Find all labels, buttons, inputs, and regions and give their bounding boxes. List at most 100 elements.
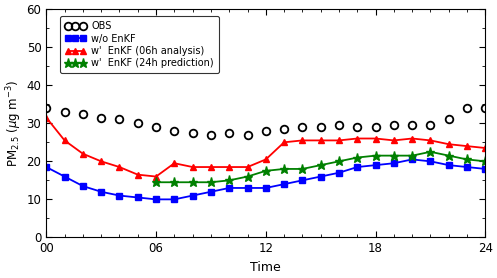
OBS [318, 125, 324, 129]
w'  EnKF (06h analysis) [153, 175, 159, 178]
w'  EnKF (24h prediction) [281, 167, 287, 171]
w'  EnKF (06h analysis) [318, 139, 324, 142]
w/o EnKF [135, 196, 141, 199]
w'  EnKF (24h prediction) [409, 154, 415, 157]
w/o EnKF [62, 175, 68, 178]
OBS [281, 127, 287, 131]
w'  EnKF (06h analysis) [427, 139, 433, 142]
OBS [427, 123, 433, 127]
OBS [226, 131, 232, 135]
w'  EnKF (06h analysis) [281, 141, 287, 144]
w'  EnKF (24h prediction) [245, 175, 250, 178]
w/o EnKF [281, 182, 287, 186]
OBS [62, 110, 68, 113]
Line: w/o EnKF: w/o EnKF [43, 156, 489, 202]
w'  EnKF (06h analysis) [171, 162, 177, 165]
w'  EnKF (06h analysis) [208, 165, 214, 169]
w/o EnKF [318, 175, 324, 178]
w'  EnKF (06h analysis) [391, 139, 397, 142]
OBS [464, 106, 470, 110]
w/o EnKF [373, 163, 379, 167]
w'  EnKF (24h prediction) [299, 167, 305, 171]
w'  EnKF (24h prediction) [336, 160, 342, 163]
X-axis label: Time: Time [250, 261, 281, 274]
w/o EnKF [171, 198, 177, 201]
Legend: OBS, w/o EnKF, w'  EnKF (06h analysis), w'  EnKF (24h prediction): OBS, w/o EnKF, w' EnKF (06h analysis), w… [60, 16, 219, 73]
w'  EnKF (06h analysis) [354, 137, 360, 140]
w'  EnKF (06h analysis) [373, 137, 379, 140]
w'  EnKF (24h prediction) [427, 150, 433, 153]
Line: OBS: OBS [42, 104, 489, 138]
w'  EnKF (24h prediction) [391, 154, 397, 157]
w'  EnKF (06h analysis) [263, 158, 269, 161]
w/o EnKF [391, 162, 397, 165]
w/o EnKF [245, 186, 250, 190]
Y-axis label: PM$_{2.5}$ ($\mu$g m$^{-3}$): PM$_{2.5}$ ($\mu$g m$^{-3}$) [4, 80, 24, 167]
OBS [245, 133, 250, 136]
Line: w'  EnKF (24h prediction): w' EnKF (24h prediction) [152, 147, 490, 187]
w'  EnKF (24h prediction) [263, 169, 269, 173]
w/o EnKF [43, 165, 49, 169]
w/o EnKF [263, 186, 269, 190]
w'  EnKF (24h prediction) [153, 181, 159, 184]
OBS [171, 129, 177, 133]
OBS [43, 106, 49, 110]
OBS [299, 125, 305, 129]
w/o EnKF [190, 194, 196, 197]
w'  EnKF (24h prediction) [318, 163, 324, 167]
w'  EnKF (06h analysis) [483, 146, 489, 150]
w'  EnKF (06h analysis) [299, 139, 305, 142]
w'  EnKF (06h analysis) [226, 165, 232, 169]
w/o EnKF [80, 184, 86, 188]
w/o EnKF [336, 171, 342, 174]
w/o EnKF [446, 163, 452, 167]
w'  EnKF (06h analysis) [336, 139, 342, 142]
w'  EnKF (24h prediction) [190, 181, 196, 184]
w/o EnKF [153, 198, 159, 201]
OBS [373, 125, 379, 129]
OBS [116, 118, 122, 121]
w/o EnKF [483, 167, 489, 171]
w'  EnKF (06h analysis) [446, 143, 452, 146]
w'  EnKF (06h analysis) [80, 152, 86, 155]
w'  EnKF (24h prediction) [226, 179, 232, 182]
w/o EnKF [427, 160, 433, 163]
w/o EnKF [226, 186, 232, 190]
w'  EnKF (06h analysis) [62, 139, 68, 142]
OBS [446, 118, 452, 121]
w'  EnKF (24h prediction) [208, 181, 214, 184]
w/o EnKF [299, 179, 305, 182]
OBS [190, 131, 196, 135]
OBS [80, 112, 86, 115]
w'  EnKF (06h analysis) [464, 145, 470, 148]
w'  EnKF (06h analysis) [43, 116, 49, 119]
Line: w'  EnKF (06h analysis): w' EnKF (06h analysis) [43, 115, 489, 180]
w/o EnKF [354, 165, 360, 169]
OBS [483, 106, 489, 110]
w'  EnKF (24h prediction) [373, 154, 379, 157]
w/o EnKF [409, 158, 415, 161]
w'  EnKF (06h analysis) [245, 165, 250, 169]
OBS [391, 123, 397, 127]
OBS [409, 123, 415, 127]
w'  EnKF (06h analysis) [190, 165, 196, 169]
w/o EnKF [464, 165, 470, 169]
w'  EnKF (24h prediction) [464, 158, 470, 161]
w/o EnKF [208, 190, 214, 193]
w/o EnKF [98, 190, 104, 193]
w'  EnKF (24h prediction) [171, 181, 177, 184]
OBS [263, 129, 269, 133]
OBS [153, 125, 159, 129]
OBS [336, 123, 342, 127]
w'  EnKF (06h analysis) [135, 173, 141, 176]
w'  EnKF (24h prediction) [354, 156, 360, 159]
OBS [208, 133, 214, 136]
w/o EnKF [116, 194, 122, 197]
w'  EnKF (06h analysis) [116, 165, 122, 169]
w'  EnKF (06h analysis) [409, 137, 415, 140]
w'  EnKF (24h prediction) [446, 154, 452, 157]
OBS [98, 116, 104, 119]
w'  EnKF (24h prediction) [483, 160, 489, 163]
OBS [354, 125, 360, 129]
OBS [135, 121, 141, 125]
